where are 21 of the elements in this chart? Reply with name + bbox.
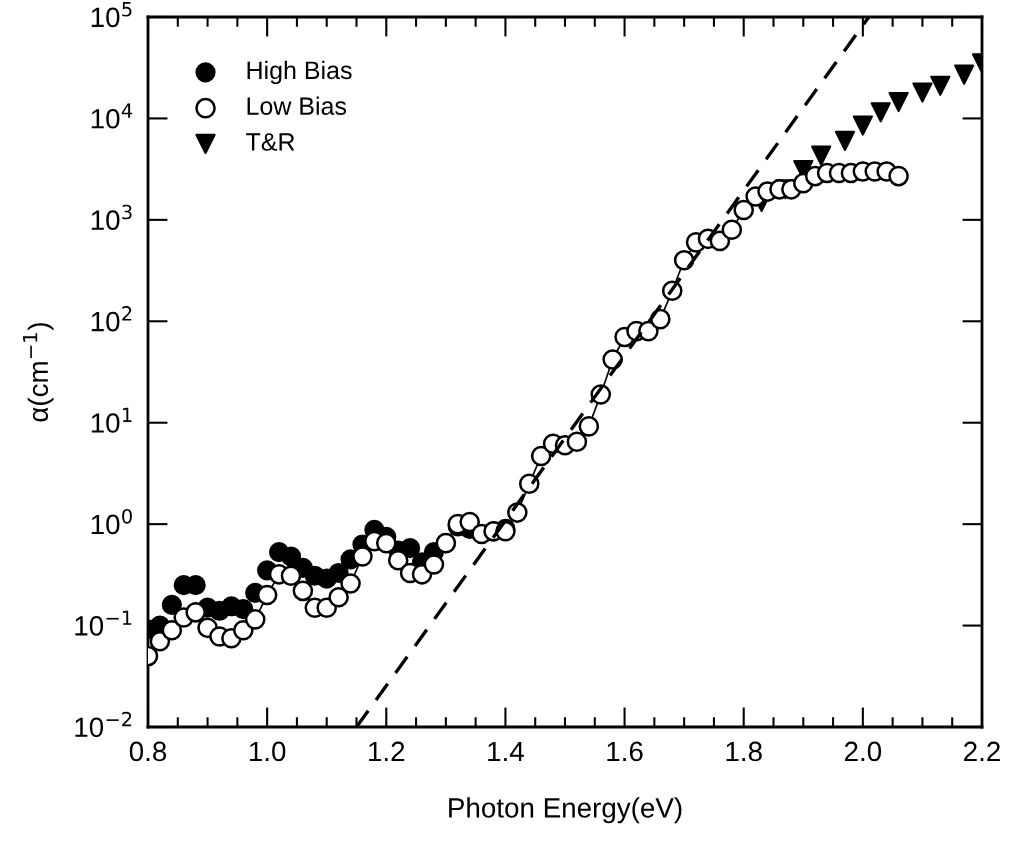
x-tick-label: 1.4 bbox=[488, 741, 524, 762]
legend-label: T&R bbox=[246, 133, 295, 151]
x-tick-label: 1.0 bbox=[249, 741, 286, 762]
y-tick-label: 10$^{1}$ bbox=[91, 407, 132, 433]
y-tick-label: 10$^{5}$ bbox=[91, 2, 132, 28]
y-tick-label: 10$^{0}$ bbox=[91, 508, 132, 535]
y-tick-label: 10$^{−2}$ bbox=[75, 711, 132, 738]
y-tick-label: 10$^{−1}$ bbox=[75, 610, 132, 636]
y-tick-label: 10$^{3}$ bbox=[91, 204, 132, 230]
x-tick-label: 0.8 bbox=[129, 741, 167, 762]
x-tick-label: 1.8 bbox=[726, 741, 762, 762]
legend-label: High Bias bbox=[247, 60, 352, 85]
x-axis-title: Photon Energy(eV) bbox=[449, 797, 682, 824]
y-tick-label: 10$^{4}$ bbox=[91, 103, 133, 129]
x-tick-label: 1.6 bbox=[607, 741, 643, 762]
x-tick-label: 1.2 bbox=[369, 741, 405, 762]
y-tick-label: 10$^{2}$ bbox=[91, 306, 132, 332]
legend-label: Low Bias bbox=[247, 96, 347, 115]
x-tick-label: 2.0 bbox=[844, 741, 882, 762]
y-axis-title: α(cm$^{−1}$) bbox=[23, 323, 54, 422]
x-tick-label: 2.2 bbox=[964, 741, 1000, 762]
